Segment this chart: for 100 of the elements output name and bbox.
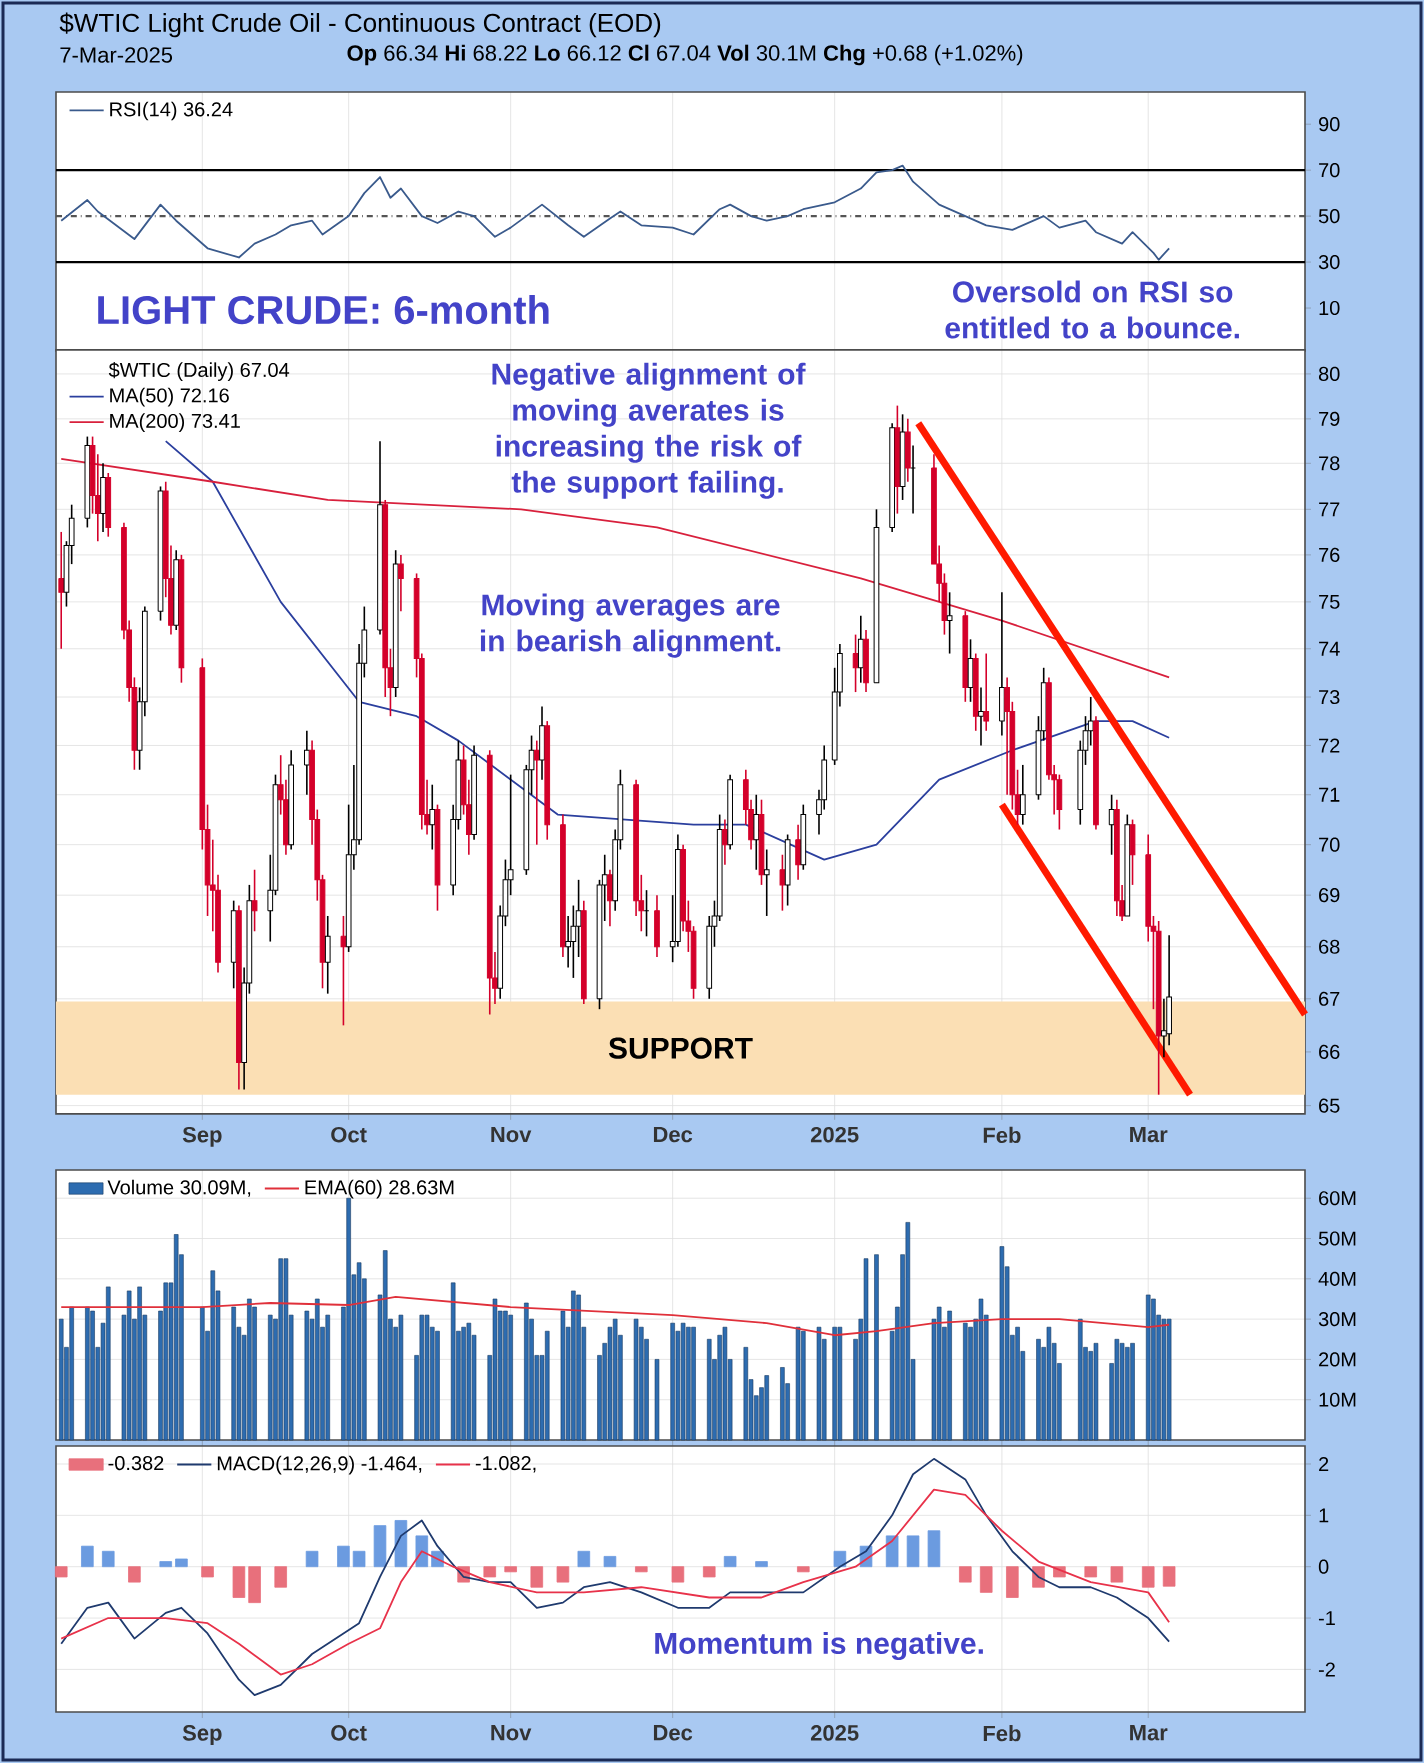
bar xyxy=(723,1556,737,1568)
candlestick xyxy=(533,739,540,846)
annotation: LIGHT CRUDE: 6-month xyxy=(98,294,549,325)
bar xyxy=(1141,1566,1155,1588)
x-tick-label: Nov xyxy=(491,1725,532,1741)
bar xyxy=(979,1566,993,1593)
x-tick-label: Mar xyxy=(1130,1725,1168,1741)
candlestick xyxy=(1108,793,1115,856)
y-tick-label: 72 xyxy=(1319,738,1340,753)
bar xyxy=(373,1525,387,1568)
bar xyxy=(1162,1566,1176,1587)
chart-title: $WTIC Light Crude Oil - Continuous Contract (EOD) xyxy=(59,12,661,38)
x-tick-label: Oct xyxy=(331,1725,367,1741)
bar xyxy=(833,1550,847,1568)
y-tick-label: -2 xyxy=(1318,1662,1335,1677)
y-tick-label: 50M xyxy=(1318,1231,1356,1246)
bar xyxy=(874,1254,879,1441)
annotation: Momentum is negative. xyxy=(655,1632,983,1661)
y-tick-label: 65 xyxy=(1319,1098,1340,1113)
annotation: Moving averages are in bearish alignment. xyxy=(480,593,781,658)
bar xyxy=(81,1545,94,1568)
bar xyxy=(352,1550,366,1568)
bar xyxy=(635,1566,648,1573)
bar xyxy=(556,1566,570,1583)
candlestick xyxy=(303,729,310,796)
y-tick-label: -1 xyxy=(1318,1611,1335,1625)
y-tick-label: 10M xyxy=(1319,1392,1356,1407)
bar xyxy=(337,1545,350,1568)
bar xyxy=(175,1558,188,1568)
line-series xyxy=(60,1296,1171,1337)
bar xyxy=(415,1535,429,1568)
candlestick xyxy=(1019,764,1026,826)
y-tick-label: 77 xyxy=(1319,502,1340,517)
x-tick-label: 2025 xyxy=(810,1126,859,1143)
legend-label: EMA(60) 28.63M xyxy=(305,1179,454,1199)
y-tick-label: 78 xyxy=(1319,456,1340,471)
bar xyxy=(959,1566,972,1583)
line-series xyxy=(60,1488,1171,1676)
band-label: SUPPORT xyxy=(608,1037,753,1059)
y-tick-label: 60M xyxy=(1319,1191,1356,1206)
y-tick-label: 69 xyxy=(1319,888,1340,903)
bar xyxy=(54,1566,68,1578)
candlestick xyxy=(779,853,786,912)
y-tick-label: 1 xyxy=(1319,1508,1329,1523)
bar xyxy=(702,1566,716,1578)
x-tick-label: Feb xyxy=(983,1126,1021,1144)
y-tick-label: 70 xyxy=(1319,163,1340,178)
bar xyxy=(603,1556,617,1568)
bar xyxy=(1006,1566,1019,1598)
bar xyxy=(101,1550,115,1568)
y-tick-label: 40M xyxy=(1318,1271,1356,1286)
legend-label: -0.382 xyxy=(108,1456,164,1471)
legend-label: RSI(14) 36.24 xyxy=(110,101,233,121)
x-tick-label: Feb xyxy=(983,1725,1021,1742)
x-tick-label: Dec xyxy=(653,1725,693,1741)
bar xyxy=(305,1550,319,1568)
bar xyxy=(201,1566,214,1578)
bar xyxy=(927,1530,941,1568)
y-tick-label: 74 xyxy=(1319,641,1340,656)
bar xyxy=(1110,1566,1124,1583)
legend-label: MACD(12,26,9) -1.464, xyxy=(217,1455,422,1475)
x-tick-label: Oct xyxy=(331,1126,367,1143)
y-tick-label: 66 xyxy=(1319,1044,1340,1059)
y-tick-label: 79 xyxy=(1319,411,1340,426)
y-tick-label: 0 xyxy=(1318,1559,1329,1574)
annotation: Oversold on RSI so entitled to a bounce. xyxy=(945,280,1239,339)
legend-label: MA(50) 72.16 xyxy=(110,387,229,407)
candlestick xyxy=(251,868,258,933)
candlestick xyxy=(58,531,65,650)
y-tick-label: 68 xyxy=(1319,939,1340,954)
text: Op 66.34 Hi 68.22 Lo 66.12 Cl 67.04 Vol 30.1M Chg +0.68 (+1.02%) xyxy=(347,44,1023,66)
y-tick-label: 76 xyxy=(1319,547,1340,562)
bar xyxy=(394,1520,408,1568)
x-tick-label: Nov xyxy=(491,1126,532,1143)
bar xyxy=(577,1550,591,1568)
y-tick-label: 75 xyxy=(1319,594,1340,609)
y-tick-label: 80 xyxy=(1318,366,1340,381)
legend-label: -1.082, xyxy=(475,1456,536,1473)
candlestick xyxy=(983,652,990,732)
y-tick-label: 73 xyxy=(1319,689,1340,705)
annotation: Negative alignment of moving averates is increasing the risk of the support failing. xyxy=(492,362,806,499)
bar xyxy=(504,1566,517,1573)
candlestick xyxy=(763,848,770,917)
bar xyxy=(671,1566,685,1583)
legend-label: Volume 30.09M, xyxy=(107,1179,251,1197)
y-tick-label: 2 xyxy=(1319,1457,1329,1471)
candlestick xyxy=(946,591,953,655)
y-tick-label: 90 xyxy=(1319,117,1340,132)
y-tick-label: 50 xyxy=(1318,209,1340,224)
bar xyxy=(885,1535,899,1568)
chart-subtitle: 7-Mar-2025 xyxy=(60,47,173,63)
candlestick xyxy=(398,554,404,612)
x-tick-label: Dec xyxy=(653,1126,693,1143)
bar xyxy=(755,1561,768,1568)
line-series xyxy=(60,164,1171,261)
bar xyxy=(483,1566,497,1578)
x-tick-label: Mar xyxy=(1130,1126,1168,1143)
y-tick-label: 20M xyxy=(1319,1352,1356,1367)
candlestick xyxy=(1087,696,1094,747)
x-tick-label: Sep xyxy=(182,1725,222,1745)
